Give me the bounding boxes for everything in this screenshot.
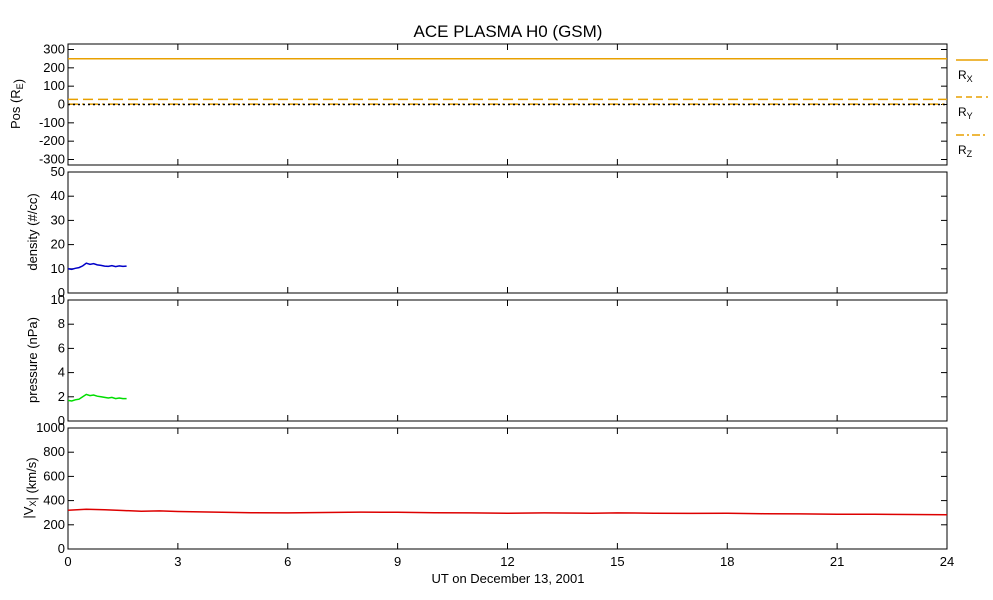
legend-label-r_y: RY: [958, 105, 973, 121]
vx-y-tick-label: 400: [43, 493, 65, 508]
pressure-y-tick-label: 6: [58, 340, 65, 355]
x-tick-label: 15: [610, 554, 624, 569]
x-tick-label: 0: [64, 554, 71, 569]
pressure-panel-frame: [67, 299, 948, 422]
pressure-y-tick-label: 2: [58, 389, 65, 404]
chart-title: ACE PLASMA H0 (GSM): [414, 22, 603, 41]
vx-y-tick-label: 600: [43, 468, 65, 483]
vx-y-tick-label: 0: [58, 541, 65, 556]
pressure-y-tick-label: 8: [58, 316, 65, 331]
position-y-tick-label: 0: [58, 97, 65, 112]
density-y-tick-label: 20: [51, 237, 65, 252]
pressure-y-tick-label: 4: [58, 365, 65, 380]
x-tick-label: 24: [940, 554, 954, 569]
vx-panel-frame: [67, 427, 948, 550]
pressure-y-axis-label: pressure (nPa): [25, 317, 40, 403]
x-tick-label: 9: [394, 554, 401, 569]
vx-y-tick-label: 1000: [36, 420, 65, 435]
vx-y-axis-label: |VX| (km/s): [21, 457, 39, 518]
density-y-tick-label: 30: [51, 212, 65, 227]
x-tick-label: 12: [500, 554, 514, 569]
x-tick-label: 3: [174, 554, 181, 569]
position-y-tick-label: -200: [39, 133, 65, 148]
x-tick-label: 21: [830, 554, 844, 569]
pressure-y-tick-label: 10: [51, 292, 65, 307]
x-axis-label: UT on December 13, 2001: [432, 571, 585, 586]
position-y-axis-label: Pos (RE): [8, 79, 26, 129]
density-y-tick-label: 40: [51, 188, 65, 203]
pressure-y-tick-label: 0: [58, 413, 65, 428]
position-y-tick-label: 100: [43, 78, 65, 93]
density-y-axis-label: density (#/cc): [25, 193, 40, 270]
position-y-tick-label: 200: [43, 60, 65, 75]
vx-y-tick-label: 800: [43, 444, 65, 459]
x-tick-label: 6: [284, 554, 291, 569]
position-y-tick-label: 300: [43, 42, 65, 57]
vx-y-tick-label: 200: [43, 517, 65, 532]
legend-label-r_x: RX: [958, 68, 973, 84]
position-y-tick-label: -100: [39, 115, 65, 130]
density-y-tick-label: 50: [51, 164, 65, 179]
density-panel-frame: [67, 171, 948, 294]
density-y-tick-label: 0: [58, 285, 65, 300]
x-tick-label: 18: [720, 554, 734, 569]
vx-series-line: [67, 508, 948, 516]
density-y-tick-label: 10: [51, 261, 65, 276]
pressure-series-line: [67, 393, 127, 402]
legend-label-r_z: RZ: [958, 143, 973, 159]
density-series-line: [67, 262, 127, 271]
position-y-tick-label: -300: [39, 152, 65, 167]
